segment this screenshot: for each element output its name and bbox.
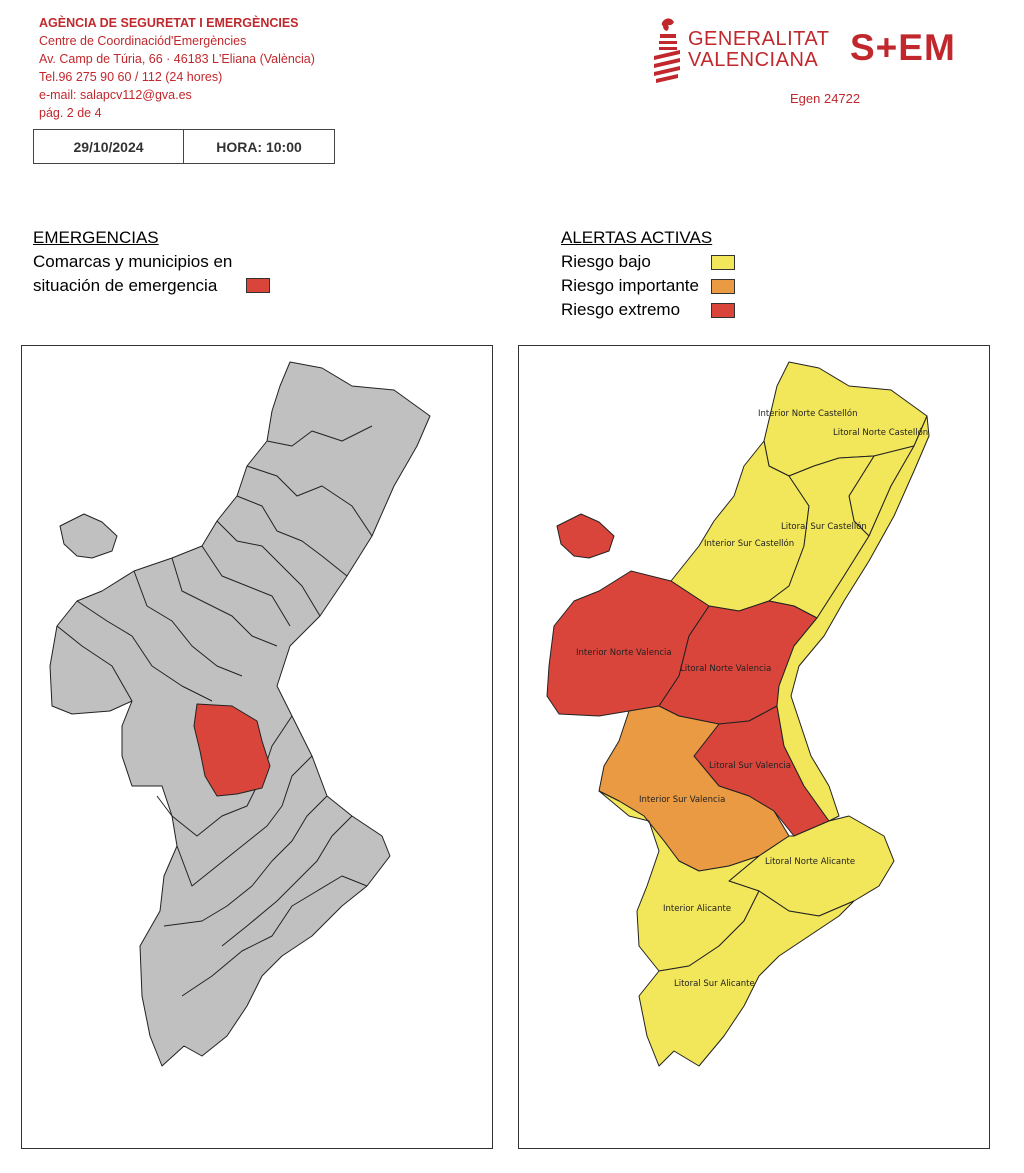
label-interior-sur-valencia: Interior Sur Valencia — [639, 795, 725, 805]
emergency-map — [21, 345, 493, 1149]
page-number: pág. 2 de 4 — [39, 106, 102, 120]
label-interior-norte-valencia: Interior Norte Valencia — [576, 648, 672, 658]
legend-swatch-importante — [711, 279, 735, 294]
generalitat-logo: GENERALITAT VALENCIANA — [650, 16, 829, 86]
legend-swatch-extremo — [711, 303, 735, 318]
legend-row-importante: Riesgo importante — [561, 274, 735, 298]
emergencias-line1: Comarcas y municipios en — [33, 252, 233, 271]
emergencias-legend: EMERGENCIAS Comarcas y municipios en sit… — [33, 226, 270, 298]
legend-label-importante: Riesgo importante — [561, 276, 699, 295]
emergencias-title: EMERGENCIAS — [33, 228, 159, 247]
egen-code: Egen 24722 — [790, 91, 861, 106]
centre-name: Centre de Coordinaciód'Emergències — [39, 34, 247, 48]
label-litoral-norte-alicante: Litoral Norte Alicante — [765, 857, 855, 867]
zone-litoral-sur-alicante — [638, 890, 855, 1067]
email: e-mail: salapcv112@gva.es — [39, 88, 192, 102]
coastal-strip — [776, 415, 930, 822]
legend-label-bajo: Riesgo bajo — [561, 252, 651, 271]
report-time: HORA: 10:00 — [216, 138, 302, 155]
address: Av. Camp de Túria, 66 · 46183 L'Eliana (… — [39, 52, 315, 66]
legend-label-extremo: Riesgo extremo — [561, 300, 681, 319]
alert-map: Interior Norte Castellón Litoral Norte C… — [518, 345, 990, 1149]
alertas-title: ALERTAS ACTIVAS — [561, 228, 713, 247]
agency-header: AGÈNCIA DE SEGURETAT I EMERGÈNCIES Centr… — [39, 14, 315, 122]
legend-swatch-bajo — [711, 255, 735, 270]
gv-line1: GENERALITAT — [688, 28, 830, 50]
emergency-comarca-shape — [193, 703, 271, 797]
rincon-de-ademuz-zone — [556, 513, 615, 559]
agency-name: AGÈNCIA DE SEGURETAT I EMERGÈNCIES — [39, 16, 299, 30]
label-interior-norte-castellon: Interior Norte Castellón — [758, 408, 857, 419]
gv-line2: VALENCIANA — [688, 49, 819, 71]
label-interior-alicante: Interior Alicante — [663, 904, 731, 914]
label-litoral-sur-alicante: Litoral Sur Alicante — [674, 979, 755, 989]
label-litoral-norte-valencia: Litoral Norte Valencia — [680, 664, 771, 674]
alert-map-svg: Interior Norte Castellón Litoral Norte C… — [546, 361, 930, 1067]
date-time-box: 29/10/2024 HORA: 10:00 — [33, 129, 335, 164]
alertas-legend: ALERTAS ACTIVAS Riesgo bajo Riesgo impor… — [561, 226, 735, 322]
emergencias-line2: situación de emergencia — [33, 276, 218, 295]
emergencia-swatch — [246, 278, 270, 293]
label-litoral-sur-valencia: Litoral Sur Valencia — [709, 761, 791, 771]
report-date: 29/10/2024 — [34, 130, 184, 163]
rincon-de-ademuz-shape — [59, 513, 118, 559]
label-litoral-sur-castellon: Litoral Sur Castellón — [781, 521, 867, 532]
emergency-map-svg — [49, 361, 431, 1067]
label-litoral-norte-castellon: Litoral Norte Castellón — [833, 427, 928, 438]
legend-row-bajo: Riesgo bajo — [561, 250, 735, 274]
generalitat-emblem-icon — [654, 18, 680, 83]
label-interior-sur-castellon: Interior Sur Castellón — [704, 538, 794, 549]
sem-logo: S+EM — [850, 27, 956, 68]
phone: Tel.96 275 90 60 / 112 (24 hores) — [39, 70, 223, 84]
legend-row-extremo: Riesgo extremo — [561, 298, 735, 322]
